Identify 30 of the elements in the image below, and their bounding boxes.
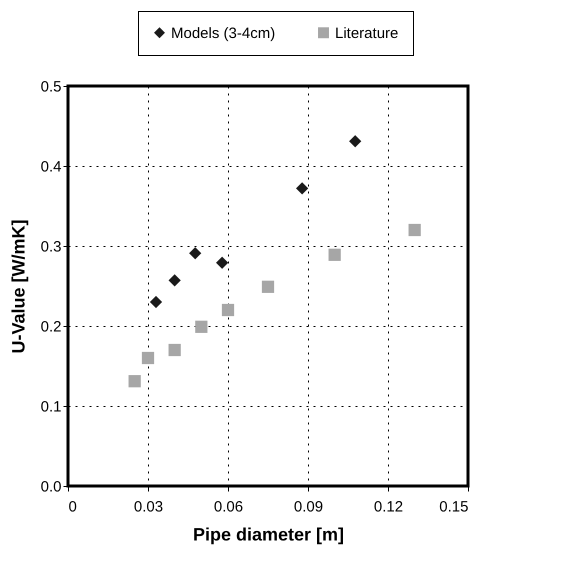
- x-tick-label: 0: [68, 498, 77, 516]
- y-tick-label: 0.2: [40, 318, 62, 336]
- y-tick-label: 0.3: [40, 238, 62, 256]
- x-tick-label: 0.15: [439, 498, 468, 516]
- x-tick-label: 0.12: [374, 498, 404, 516]
- point: [349, 135, 362, 148]
- point: [328, 248, 341, 261]
- point: [142, 352, 154, 364]
- point: [296, 182, 308, 195]
- x-tick-label: 0.06: [214, 498, 244, 516]
- point: [262, 280, 274, 293]
- point: [168, 274, 181, 287]
- y-tick-label: 0.0: [40, 478, 62, 496]
- x-axis-title: Pipe diameter [m]: [192, 524, 344, 544]
- point: [168, 344, 181, 356]
- point: [150, 296, 162, 308]
- point: [195, 320, 208, 333]
- point: [189, 247, 202, 260]
- y-tick-label: 0.1: [40, 398, 62, 416]
- point: [128, 375, 141, 388]
- y-tick-label: 0.5: [40, 78, 62, 96]
- y-axis-title: U-Value [W/mK]: [8, 219, 29, 354]
- point: [216, 256, 228, 269]
- point: [408, 224, 421, 236]
- x-tick-label: 0.09: [294, 498, 324, 516]
- point: [222, 304, 234, 316]
- legend-label: Models (3-4cm): [171, 24, 276, 42]
- y-tick-label: 0.4: [40, 158, 62, 176]
- legend-label: Literature: [335, 24, 398, 42]
- x-tick-label: 0.03: [134, 498, 164, 516]
